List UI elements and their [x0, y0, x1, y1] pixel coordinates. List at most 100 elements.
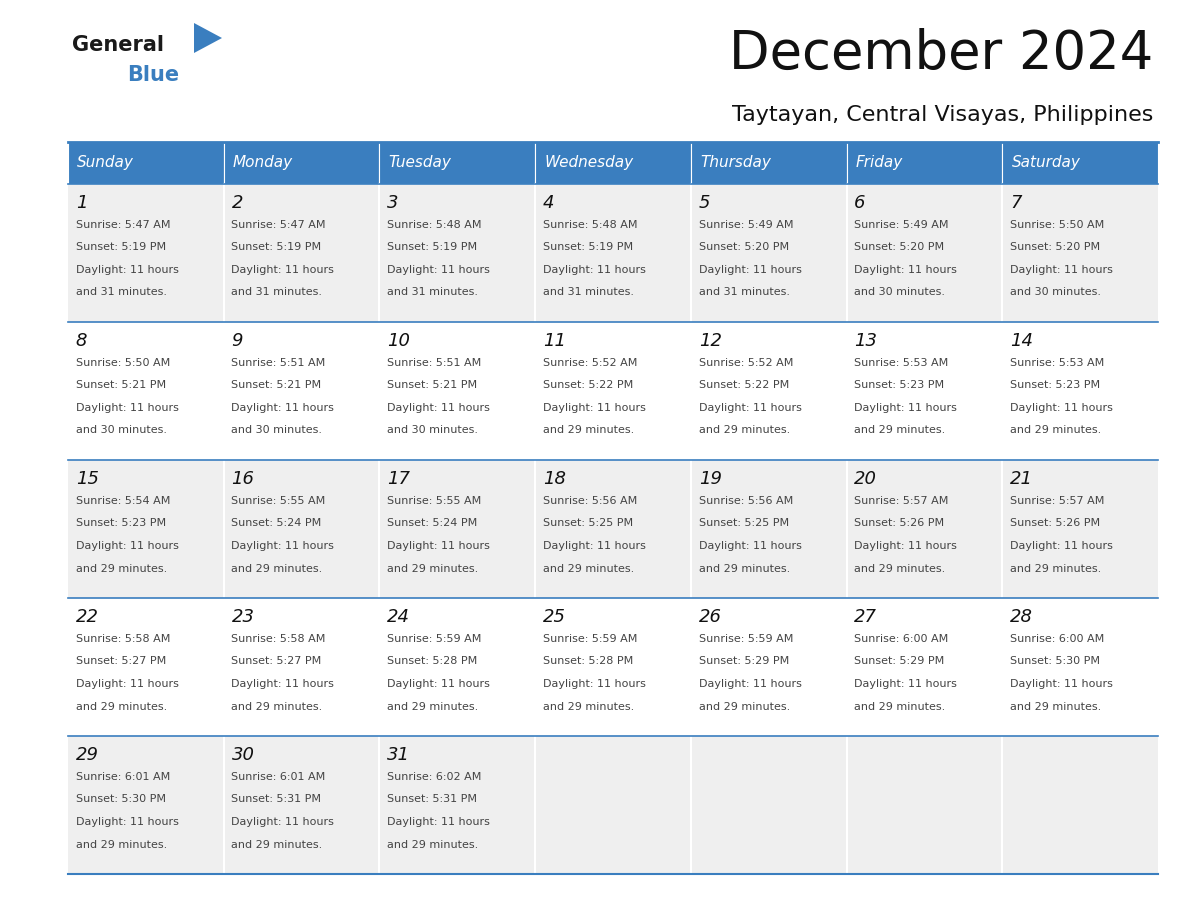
Text: Daylight: 11 hours: Daylight: 11 hours	[543, 265, 646, 275]
Text: 7: 7	[1010, 194, 1022, 212]
Text: 16: 16	[232, 470, 254, 488]
Bar	[223, 736, 379, 874]
Bar	[223, 460, 379, 598]
Text: 17: 17	[387, 470, 410, 488]
Text: Thursday: Thursday	[700, 155, 771, 171]
Text: Daylight: 11 hours: Daylight: 11 hours	[699, 403, 802, 413]
Text: and 31 minutes.: and 31 minutes.	[387, 287, 479, 297]
Text: 6: 6	[854, 194, 866, 212]
Text: and 29 minutes.: and 29 minutes.	[76, 839, 168, 849]
Text: Sunset: 5:22 PM: Sunset: 5:22 PM	[699, 380, 789, 390]
Text: Daylight: 11 hours: Daylight: 11 hours	[699, 265, 802, 275]
Text: Daylight: 11 hours: Daylight: 11 hours	[387, 817, 491, 827]
Bar	[691, 184, 847, 322]
Text: Daylight: 11 hours: Daylight: 11 hours	[232, 265, 334, 275]
Bar	[847, 598, 1003, 736]
Text: 1: 1	[76, 194, 87, 212]
Text: and 29 minutes.: and 29 minutes.	[699, 426, 790, 435]
Text: Sunset: 5:28 PM: Sunset: 5:28 PM	[387, 656, 478, 666]
Text: Sunrise: 5:51 AM: Sunrise: 5:51 AM	[232, 358, 326, 368]
Text: Daylight: 11 hours: Daylight: 11 hours	[1010, 403, 1113, 413]
Text: Daylight: 11 hours: Daylight: 11 hours	[387, 403, 491, 413]
Text: Sunrise: 5:49 AM: Sunrise: 5:49 AM	[699, 220, 794, 230]
Text: Sunset: 5:28 PM: Sunset: 5:28 PM	[543, 656, 633, 666]
Text: and 29 minutes.: and 29 minutes.	[854, 426, 946, 435]
Text: and 31 minutes.: and 31 minutes.	[232, 287, 322, 297]
Bar	[379, 460, 535, 598]
Text: Sunrise: 6:00 AM: Sunrise: 6:00 AM	[1010, 634, 1105, 644]
Text: and 29 minutes.: and 29 minutes.	[854, 701, 946, 711]
Text: 26: 26	[699, 608, 721, 626]
Text: Sunrise: 5:55 AM: Sunrise: 5:55 AM	[387, 496, 481, 506]
Text: and 31 minutes.: and 31 minutes.	[699, 287, 790, 297]
Text: Sunrise: 6:02 AM: Sunrise: 6:02 AM	[387, 772, 481, 782]
Text: Sunset: 5:23 PM: Sunset: 5:23 PM	[854, 380, 944, 390]
Bar	[379, 598, 535, 736]
Text: Daylight: 11 hours: Daylight: 11 hours	[76, 817, 178, 827]
Text: and 29 minutes.: and 29 minutes.	[387, 564, 479, 574]
Text: Sunrise: 5:51 AM: Sunrise: 5:51 AM	[387, 358, 481, 368]
Text: Daylight: 11 hours: Daylight: 11 hours	[543, 403, 646, 413]
Text: Sunrise: 5:49 AM: Sunrise: 5:49 AM	[854, 220, 949, 230]
Text: Daylight: 11 hours: Daylight: 11 hours	[1010, 541, 1113, 551]
Text: Blue: Blue	[127, 65, 179, 85]
Text: Sunset: 5:24 PM: Sunset: 5:24 PM	[387, 519, 478, 529]
Text: 31: 31	[387, 746, 410, 764]
Text: Sunrise: 5:47 AM: Sunrise: 5:47 AM	[76, 220, 170, 230]
Text: Sunset: 5:27 PM: Sunset: 5:27 PM	[232, 656, 322, 666]
Text: and 29 minutes.: and 29 minutes.	[76, 564, 168, 574]
Text: and 29 minutes.: and 29 minutes.	[232, 839, 323, 849]
Text: and 29 minutes.: and 29 minutes.	[1010, 426, 1101, 435]
Text: and 31 minutes.: and 31 minutes.	[543, 287, 634, 297]
Text: 3: 3	[387, 194, 399, 212]
Text: 11: 11	[543, 332, 565, 350]
Text: 22: 22	[76, 608, 99, 626]
Text: Sunset: 5:19 PM: Sunset: 5:19 PM	[76, 242, 166, 252]
Text: Daylight: 11 hours: Daylight: 11 hours	[232, 817, 334, 827]
Text: Daylight: 11 hours: Daylight: 11 hours	[543, 541, 646, 551]
Bar	[68, 142, 223, 184]
Text: Daylight: 11 hours: Daylight: 11 hours	[387, 541, 491, 551]
Text: Wednesday: Wednesday	[544, 155, 633, 171]
Bar	[379, 184, 535, 322]
Bar	[691, 598, 847, 736]
Text: Friday: Friday	[855, 155, 903, 171]
Bar	[535, 598, 691, 736]
Text: and 29 minutes.: and 29 minutes.	[232, 564, 323, 574]
Text: Sunrise: 5:57 AM: Sunrise: 5:57 AM	[1010, 496, 1105, 506]
Bar	[691, 736, 847, 874]
Text: and 29 minutes.: and 29 minutes.	[699, 564, 790, 574]
Bar	[223, 184, 379, 322]
Text: and 31 minutes.: and 31 minutes.	[76, 287, 166, 297]
Text: Sunset: 5:19 PM: Sunset: 5:19 PM	[543, 242, 633, 252]
Text: Daylight: 11 hours: Daylight: 11 hours	[699, 541, 802, 551]
Text: and 30 minutes.: and 30 minutes.	[854, 287, 946, 297]
Bar	[223, 598, 379, 736]
Bar	[847, 322, 1003, 460]
Text: Daylight: 11 hours: Daylight: 11 hours	[76, 403, 178, 413]
Text: Sunrise: 5:58 AM: Sunrise: 5:58 AM	[232, 634, 326, 644]
Bar	[535, 322, 691, 460]
Text: 29: 29	[76, 746, 99, 764]
Text: 15: 15	[76, 470, 99, 488]
Text: Daylight: 11 hours: Daylight: 11 hours	[387, 265, 491, 275]
Text: 20: 20	[854, 470, 878, 488]
Text: and 30 minutes.: and 30 minutes.	[76, 426, 166, 435]
Text: Daylight: 11 hours: Daylight: 11 hours	[854, 679, 958, 689]
Text: Sunrise: 5:59 AM: Sunrise: 5:59 AM	[543, 634, 637, 644]
Text: Sunset: 5:19 PM: Sunset: 5:19 PM	[232, 242, 322, 252]
Text: Sunset: 5:23 PM: Sunset: 5:23 PM	[1010, 380, 1100, 390]
Text: 28: 28	[1010, 608, 1034, 626]
Text: and 29 minutes.: and 29 minutes.	[1010, 701, 1101, 711]
Text: Sunrise: 5:47 AM: Sunrise: 5:47 AM	[232, 220, 326, 230]
Text: Sunrise: 5:48 AM: Sunrise: 5:48 AM	[543, 220, 638, 230]
Bar	[691, 322, 847, 460]
Bar	[379, 322, 535, 460]
Text: 4: 4	[543, 194, 555, 212]
Text: and 30 minutes.: and 30 minutes.	[387, 426, 479, 435]
Text: Daylight: 11 hours: Daylight: 11 hours	[232, 403, 334, 413]
Text: 9: 9	[232, 332, 244, 350]
Text: Sunset: 5:30 PM: Sunset: 5:30 PM	[1010, 656, 1100, 666]
Text: Daylight: 11 hours: Daylight: 11 hours	[854, 541, 958, 551]
Text: Daylight: 11 hours: Daylight: 11 hours	[854, 265, 958, 275]
